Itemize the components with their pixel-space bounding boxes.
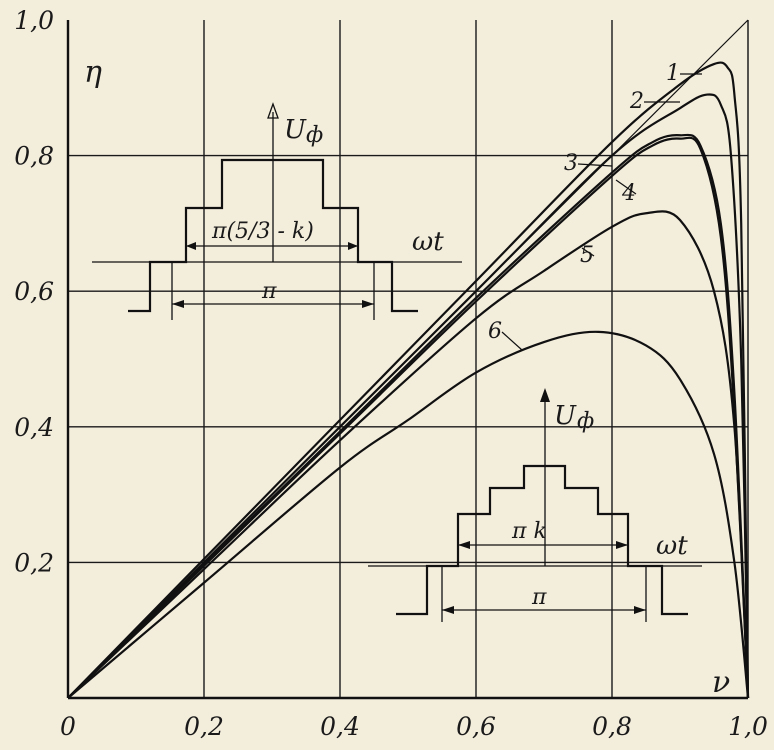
x-tick-label: 0,8 xyxy=(592,712,632,741)
waveform-inset-top: U ф ωt π(5/3 - k) π xyxy=(92,102,462,320)
inset-top-arrow-icon xyxy=(267,102,279,119)
curve-label-leader xyxy=(501,331,523,351)
inset-top-waveform xyxy=(128,158,418,313)
curve-label-leader xyxy=(577,163,613,167)
curve-label-6: 6 xyxy=(488,319,502,344)
curve-3 xyxy=(67,133,750,699)
waveform-inset-bottom: U ф ωt π k π xyxy=(368,388,702,622)
inset-top-outer-label: π xyxy=(261,279,277,304)
curve-label-2: 2 xyxy=(629,89,644,114)
curve-label-4: 4 xyxy=(621,181,636,206)
y-tick-label: 0,2 xyxy=(14,548,54,577)
y-tick-label: 0,8 xyxy=(14,142,54,171)
inset-top-time-label: ωt xyxy=(412,227,444,257)
curve-label-leader xyxy=(581,247,595,257)
y-tick-label: 0,4 xyxy=(14,413,54,442)
grid xyxy=(68,20,748,698)
curve-6 xyxy=(67,330,750,699)
inset-bottom-waveform xyxy=(396,464,688,616)
curve-label-5: 5 xyxy=(580,243,594,268)
curve-label-1: 1 xyxy=(666,61,680,86)
inset-top-inner-label: π(5/3 - k) xyxy=(211,219,314,244)
x-axis-label: ν xyxy=(712,665,730,700)
curve-1 xyxy=(67,61,750,699)
curve-2 xyxy=(67,93,750,699)
x-tick-label: 0,6 xyxy=(456,712,496,741)
inset-top-voltage-subscript: ф xyxy=(306,123,323,148)
curve-label-leader xyxy=(615,179,637,195)
curve-5 xyxy=(67,210,750,699)
x-tick-label: 0,2 xyxy=(184,712,224,741)
inset-bottom-arrow-icon xyxy=(540,388,550,402)
x-tick-label: 0 xyxy=(60,712,76,741)
inset-top-voltage-label: U xyxy=(284,115,307,145)
x-tick-label: 0,4 xyxy=(320,712,360,741)
y-axis-label: η xyxy=(84,55,102,90)
inset-bottom-voltage-label: U xyxy=(554,401,577,431)
inset-bottom-time-label: ωt xyxy=(656,531,688,561)
x-tick-label: 1,0 xyxy=(728,712,768,741)
tick-labels: 0 0,2 0,4 0,6 0,8 1,0 0,2 0,4 0,6 0,8 1,0 xyxy=(14,6,768,741)
curve-label-3: 3 xyxy=(564,151,578,176)
inset-bottom-outer-label: π xyxy=(531,585,547,610)
inset-bottom-voltage-subscript: ф xyxy=(577,409,594,434)
curve-labels: 12 3 4 5 6 xyxy=(488,61,702,351)
curve-4 xyxy=(67,136,750,699)
inset-bottom-inner-label: π k xyxy=(511,519,547,544)
y-tick-label: 1,0 xyxy=(14,6,54,35)
curves xyxy=(67,61,750,699)
y-tick-label: 0,6 xyxy=(14,277,54,306)
